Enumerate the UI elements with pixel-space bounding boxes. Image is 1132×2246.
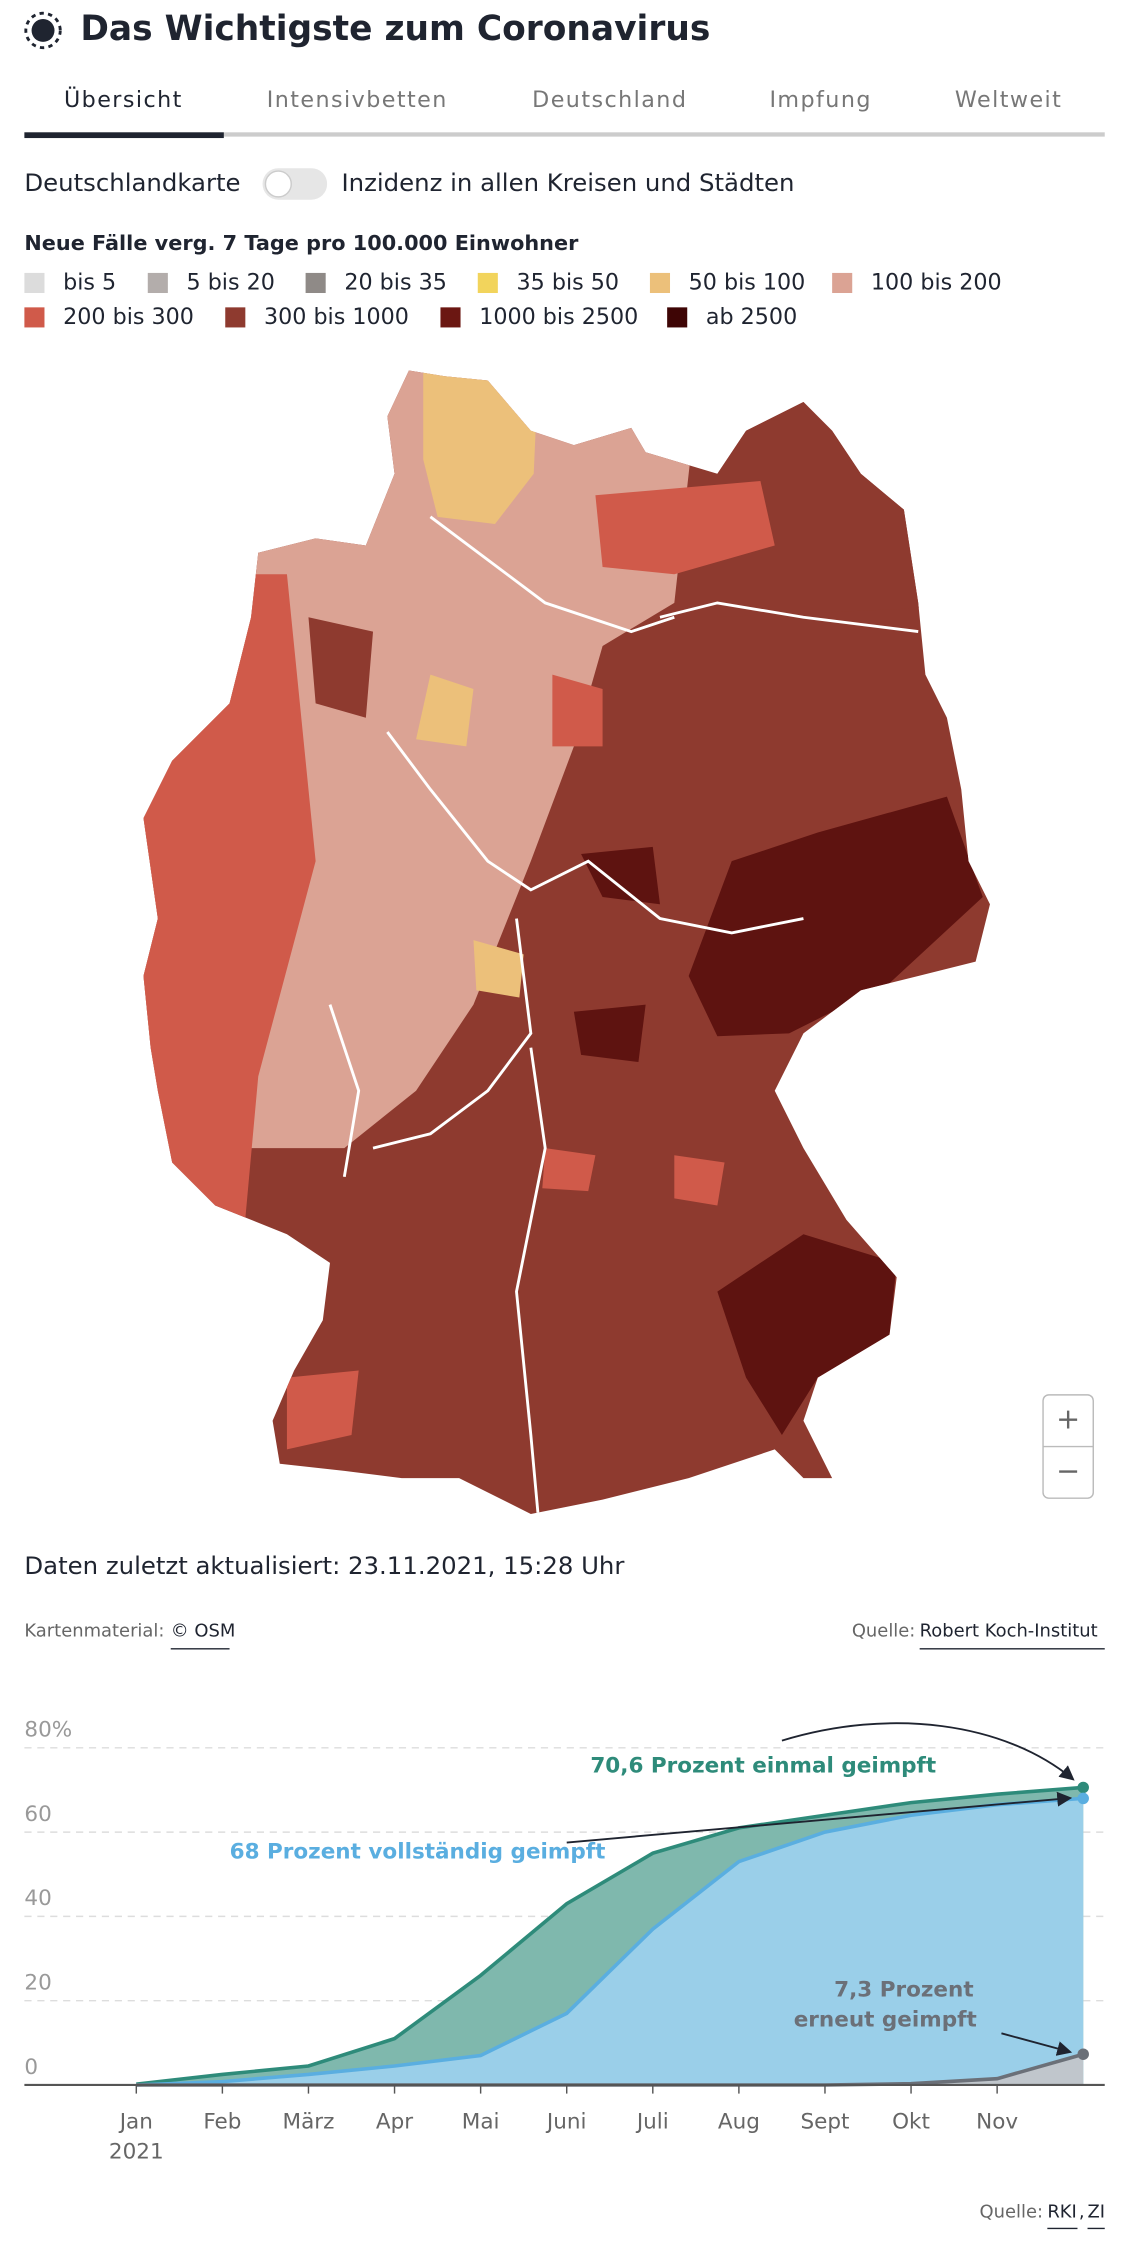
y-tick-label: 80% — [24, 1718, 72, 1743]
legend-swatch — [832, 272, 853, 294]
legend-label: 20 bis 35 — [344, 269, 447, 295]
tab[interactable]: Impfung — [769, 87, 871, 113]
x-tick-label: Nov — [976, 2109, 1018, 2134]
end-dot — [1077, 1781, 1089, 1794]
source-label: Quelle: — [980, 2202, 1044, 2223]
annotation-arrow — [781, 1722, 1075, 1781]
x-tick-label: Juni — [545, 2109, 587, 2134]
legend-label: 1000 bis 2500 — [479, 304, 638, 330]
legend-label: 50 bis 100 — [689, 269, 806, 295]
tab[interactable]: Übersicht — [64, 85, 183, 113]
area — [136, 1798, 1084, 2085]
legend-label: 200 bis 300 — [63, 304, 194, 330]
legend-swatch — [225, 307, 246, 328]
legend-swatch — [667, 307, 688, 328]
x-tick-label: Aug — [718, 2109, 760, 2134]
area — [136, 2054, 1084, 2085]
credit-label: Kartenmaterial: — [24, 1621, 164, 1642]
annotation-arrow — [566, 1791, 1073, 1844]
line — [136, 1796, 1084, 2087]
legend-swatch — [649, 272, 671, 294]
legend-swatch — [440, 307, 461, 328]
y-tick-label: 60 — [24, 1802, 51, 1827]
annotation-arrow — [1001, 2032, 1073, 2056]
tab-bar — [24, 132, 1105, 137]
x-tick-label: Sept — [800, 2109, 849, 2134]
page-title: Das Wichtigste zum Coronavirus — [80, 9, 710, 49]
source-separator: , — [1079, 2202, 1085, 2223]
y-tick-label: 0 — [24, 2055, 38, 2080]
virus-icon — [24, 11, 62, 50]
legend-label: 300 bis 1000 — [264, 304, 409, 330]
legend-label: 5 bis 20 — [187, 269, 275, 295]
source-link[interactable]: Robert Koch-Institut — [920, 1621, 1098, 1642]
x-tick-label: Apr — [376, 2109, 413, 2134]
annotation: 7,3 Prozent — [834, 1977, 973, 2002]
legend-swatch — [305, 272, 326, 294]
active-tab-indicator — [24, 132, 224, 139]
legend-title: Neue Fälle verg. 7 Tage pro 100.000 Einw… — [24, 231, 579, 255]
annotation: 68 Prozent vollständig geimpft — [230, 1840, 606, 1865]
legend-label: 100 bis 200 — [871, 269, 1002, 295]
legend-label: 35 bis 50 — [517, 269, 620, 295]
y-tick-label: 40 — [24, 1886, 51, 1911]
x-tick-label: Mai — [462, 2109, 500, 2134]
x-tick-label: Feb — [203, 2109, 241, 2134]
source-link[interactable]: ZI — [1088, 2202, 1106, 2223]
line — [136, 1785, 1084, 2086]
zoom-button[interactable]: + — [1056, 1402, 1080, 1436]
end-dot — [1077, 1792, 1089, 1805]
end-dot — [1077, 2048, 1089, 2060]
source-link[interactable]: RKI — [1047, 2202, 1077, 2223]
toggle-knob — [264, 170, 292, 198]
credit-link[interactable]: © OSM — [171, 1621, 236, 1642]
toggle-label: Deutschlandkarte — [24, 168, 240, 197]
x-tick-label: Jan — [118, 2109, 153, 2134]
annotation: 70,6 Prozent einmal geimpft — [590, 1753, 936, 1778]
tab[interactable]: Weltweit — [955, 87, 1062, 113]
tab[interactable]: Intensivbetten — [267, 87, 448, 113]
x-tick-label: Juli — [635, 2109, 669, 2134]
x-tick-label: März — [283, 2109, 335, 2134]
legend-label: ab 2500 — [706, 304, 797, 330]
zoom-button[interactable]: − — [1056, 1453, 1080, 1487]
source-label: Quelle: — [852, 1621, 916, 1642]
legend-swatch — [147, 272, 168, 294]
y-tick-label: 20 — [24, 1970, 51, 1995]
x-year-label: 2021 — [109, 2139, 164, 2164]
annotation: erneut geimpft — [794, 2007, 977, 2032]
update-note: Daten zuletzt aktualisiert: 23.11.2021, … — [24, 1551, 625, 1580]
toggle-label: Inzidenz in allen Kreisen und Städten — [341, 168, 794, 197]
x-tick-label: Okt — [892, 2109, 930, 2134]
legend-swatch — [24, 307, 45, 328]
legend-label: bis 5 — [63, 269, 116, 295]
tab[interactable]: Deutschland — [532, 87, 687, 113]
legend-swatch — [24, 272, 45, 294]
legend-swatch — [477, 272, 498, 294]
map[interactable] — [129, 345, 1033, 1536]
